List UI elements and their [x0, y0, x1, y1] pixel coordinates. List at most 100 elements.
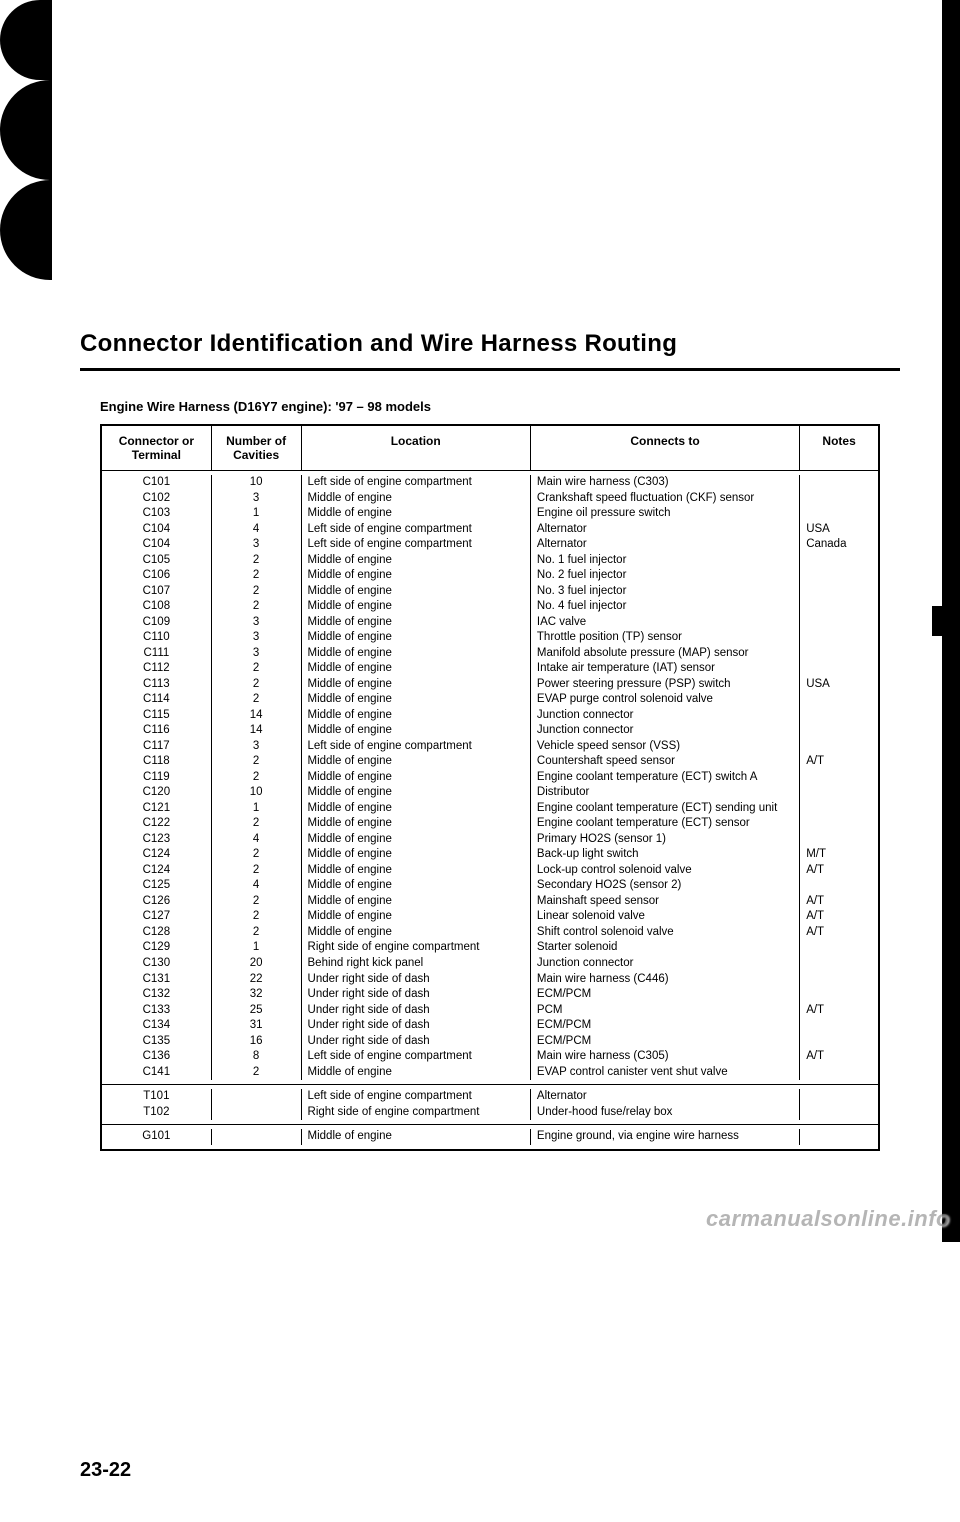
table-row: C11514Middle of engineJunction connector [102, 708, 878, 724]
cell-location: Middle of engine [302, 708, 531, 724]
table-row: C1262Middle of engineMainshaft speed sen… [102, 894, 878, 910]
cell-notes [800, 987, 878, 1003]
cell-notes [800, 646, 878, 662]
cell-location: Middle of engine [302, 599, 531, 615]
cell-notes: A/T [800, 925, 878, 941]
cell-location: Middle of engine [302, 909, 531, 925]
cell-connects-to: Engine oil pressure switch [531, 506, 800, 522]
cell-cavities: 2 [212, 770, 302, 786]
cell-location: Under right side of dash [302, 1003, 531, 1019]
cell-cavities: 2 [212, 909, 302, 925]
cell-notes [800, 584, 878, 600]
cell-connector: C105 [102, 553, 212, 569]
cell-location: Middle of engine [302, 553, 531, 569]
cell-connector: C133 [102, 1003, 212, 1019]
table-row: C1072Middle of engineNo. 3 fuel injector [102, 584, 878, 600]
table-section: G101Middle of engineEngine ground, via e… [102, 1125, 878, 1149]
cell-cavities: 4 [212, 522, 302, 538]
cell-connects-to: ECM/PCM [531, 1034, 800, 1050]
cell-notes [800, 1089, 878, 1105]
cell-cavities: 2 [212, 661, 302, 677]
cell-cavities: 3 [212, 646, 302, 662]
cell-location: Left side of engine compartment [302, 522, 531, 538]
cell-connects-to: Alternator [531, 537, 800, 553]
table-row: C1093Middle of engineIAC valve [102, 615, 878, 631]
page: Connector Identification and Wire Harnes… [0, 280, 960, 1522]
cell-cavities [212, 1105, 302, 1121]
cell-connects-to: Vehicle speed sensor (VSS) [531, 739, 800, 755]
cell-connector: C101 [102, 475, 212, 491]
header-location: Location [302, 426, 531, 470]
page-title: Connector Identification and Wire Harnes… [80, 330, 900, 358]
cell-cavities: 2 [212, 925, 302, 941]
table-row: C1043Left side of engine compartmentAlte… [102, 537, 878, 553]
cell-cavities: 2 [212, 1065, 302, 1081]
table-section: T101Left side of engine compartmentAlter… [102, 1085, 878, 1125]
cell-connects-to: Linear solenoid valve [531, 909, 800, 925]
header-notes: Notes [800, 426, 878, 470]
table-row: C1031Middle of engineEngine oil pressure… [102, 506, 878, 522]
cell-location: Right side of engine compartment [302, 1105, 531, 1121]
cell-connects-to: EVAP control canister vent shut valve [531, 1065, 800, 1081]
table-row: G101Middle of engineEngine ground, via e… [102, 1125, 878, 1149]
cell-connects-to: Shift control solenoid valve [531, 925, 800, 941]
cell-location: Middle of engine [302, 646, 531, 662]
cell-location: Middle of engine [302, 770, 531, 786]
cell-location: Middle of engine [302, 723, 531, 739]
cell-connects-to: Distributor [531, 785, 800, 801]
table-row: T101Left side of engine compartmentAlter… [102, 1085, 878, 1105]
cell-connector: C132 [102, 987, 212, 1003]
table-row: C1368Left side of engine compartmentMain… [102, 1049, 878, 1065]
cell-connects-to: Intake air temperature (IAT) sensor [531, 661, 800, 677]
cell-connects-to: Engine coolant temperature (ECT) sending… [531, 801, 800, 817]
cell-notes [800, 630, 878, 646]
cell-cavities: 2 [212, 677, 302, 693]
cell-connector: C122 [102, 816, 212, 832]
cell-connector: C124 [102, 847, 212, 863]
cell-notes [800, 832, 878, 848]
cell-connector: T102 [102, 1105, 212, 1121]
cell-location: Middle of engine [302, 816, 531, 832]
cell-connector: C135 [102, 1034, 212, 1050]
cell-cavities: 2 [212, 816, 302, 832]
cell-cavities: 2 [212, 692, 302, 708]
cell-connects-to: Under-hood fuse/relay box [531, 1105, 800, 1121]
cell-location: Under right side of dash [302, 972, 531, 988]
cell-connector: C117 [102, 739, 212, 755]
cell-cavities: 1 [212, 940, 302, 956]
cell-connector: C134 [102, 1018, 212, 1034]
cell-connects-to: Junction connector [531, 956, 800, 972]
cell-connector: C110 [102, 630, 212, 646]
cell-connects-to: Alternator [531, 522, 800, 538]
cell-connector: C129 [102, 940, 212, 956]
cell-cavities: 31 [212, 1018, 302, 1034]
table-body: C101 10 Left side of engine compartment Mai… [102, 471, 878, 1149]
cell-notes [800, 972, 878, 988]
cell-location: Middle of engine [302, 847, 531, 863]
table-row: C13431Under right side of dashECM/PCM [102, 1018, 878, 1034]
cell-notes [800, 1105, 878, 1121]
cell-connector: C120 [102, 785, 212, 801]
cell-notes [800, 1129, 878, 1145]
cell-connects-to: Mainshaft speed sensor [531, 894, 800, 910]
cell-connects-to: ECM/PCM [531, 1018, 800, 1034]
cell-connector: C118 [102, 754, 212, 770]
cell-notes: A/T [800, 754, 878, 770]
cell-connector: C125 [102, 878, 212, 894]
cell-connects-to: Manifold absolute pressure (MAP) sensor [531, 646, 800, 662]
cell-cavities: 10 [212, 785, 302, 801]
cell-notes [800, 940, 878, 956]
cell-connects-to: Engine ground, via engine wire harness [531, 1129, 800, 1145]
cell-notes [800, 1018, 878, 1034]
table-row: C1272Middle of engineLinear solenoid val… [102, 909, 878, 925]
cell-connects-to: No. 2 fuel injector [531, 568, 800, 584]
table-row: C1412Middle of engineEVAP control canist… [102, 1065, 878, 1085]
cell-cavities: 32 [212, 987, 302, 1003]
table-row: C1192Middle of engineEngine coolant temp… [102, 770, 878, 786]
cell-connects-to: EVAP purge control solenoid valve [531, 692, 800, 708]
table-row: C13020Behind right kick panelJunction co… [102, 956, 878, 972]
cell-connects-to: Junction connector [531, 708, 800, 724]
cell-cavities: 1 [212, 506, 302, 522]
cell-location: Under right side of dash [302, 1018, 531, 1034]
cell-connector: C107 [102, 584, 212, 600]
